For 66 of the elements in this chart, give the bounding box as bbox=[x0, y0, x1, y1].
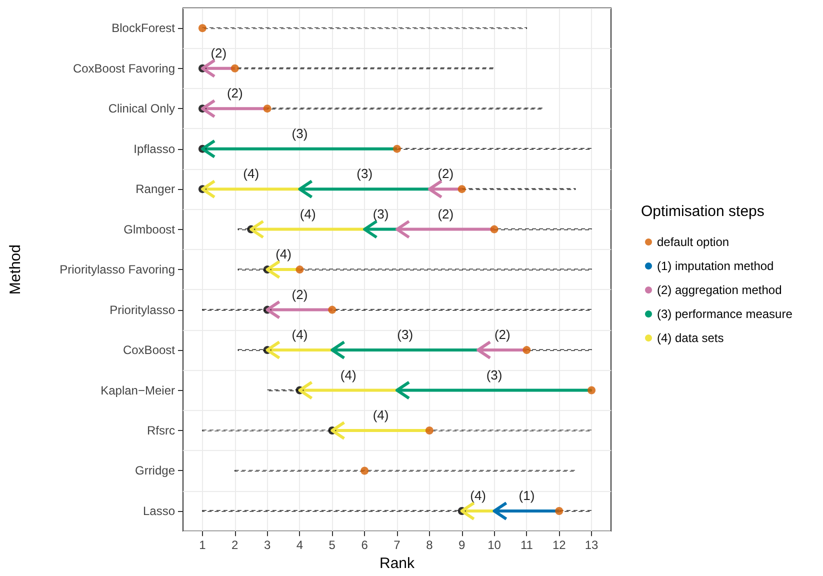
y-tick-label: Ranger bbox=[136, 182, 175, 196]
annotation: (3) bbox=[486, 367, 502, 382]
point bbox=[490, 225, 498, 234]
x-tick-label: 12 bbox=[552, 538, 566, 552]
y-tick-label: CoxBoost bbox=[122, 343, 176, 358]
y-tick-label: BlockForest bbox=[112, 21, 176, 36]
annotation: (2) bbox=[438, 206, 454, 222]
y-tick-label: Prioritylasso Favoring bbox=[60, 262, 175, 277]
point bbox=[296, 266, 304, 274]
annotation: (3) bbox=[397, 327, 414, 342]
annotation: (4) bbox=[292, 327, 308, 342]
point bbox=[522, 346, 531, 354]
x-tick-label: 9 bbox=[458, 538, 466, 552]
point bbox=[393, 144, 401, 153]
y-tick-label: Clinical Only bbox=[108, 102, 175, 116]
y-tick-label: Ipflasso bbox=[134, 142, 176, 156]
point bbox=[328, 306, 336, 314]
y-tick-label: Glmboost bbox=[124, 222, 176, 236]
x-tick-label: 5 bbox=[328, 538, 336, 552]
point bbox=[425, 426, 434, 434]
annotation: (3) bbox=[356, 166, 373, 182]
point bbox=[588, 386, 596, 394]
annotation: (2) bbox=[226, 86, 243, 101]
point bbox=[360, 466, 369, 475]
annotation: (4) bbox=[340, 367, 356, 382]
y-tick-label: CoxBoost Favoring bbox=[72, 61, 175, 76]
annotation: (2) bbox=[438, 166, 454, 182]
y-tick-label: Kaplan−Meier bbox=[100, 383, 175, 398]
annotation: (4) bbox=[470, 488, 486, 503]
x-tick-label: 8 bbox=[426, 538, 434, 552]
y-tick-label: Rfsrc bbox=[147, 424, 175, 438]
legend-label: (2) aggregation method bbox=[657, 283, 782, 297]
point bbox=[198, 24, 206, 32]
x-tick-label: 10 bbox=[488, 538, 502, 552]
x-axis-title: Rank bbox=[379, 555, 415, 572]
annotation: (3) bbox=[292, 126, 308, 141]
x-tick-label: 13 bbox=[584, 538, 599, 552]
annotation: (4) bbox=[300, 206, 316, 222]
annotation: (3) bbox=[372, 206, 389, 222]
y-tick-label: Lasso bbox=[142, 504, 176, 518]
x-tick-label: 2 bbox=[232, 538, 239, 552]
x-tick-label: 7 bbox=[394, 538, 401, 552]
annotation: (2) bbox=[210, 45, 227, 60]
x-tick-label: 1 bbox=[199, 538, 206, 552]
point bbox=[458, 185, 466, 194]
annotation: (4) bbox=[243, 166, 260, 182]
annotation: (4) bbox=[276, 246, 292, 262]
legend-label: (1) imputation method bbox=[657, 259, 774, 273]
point bbox=[555, 506, 564, 515]
annotation: (1) bbox=[518, 488, 535, 503]
legend-label: default option bbox=[657, 235, 730, 249]
legend-label: (3) performance measure bbox=[657, 307, 793, 321]
point bbox=[230, 64, 239, 72]
y-axis-title: Method bbox=[7, 244, 24, 295]
x-tick-label: 4 bbox=[296, 538, 304, 552]
annotation: (4) bbox=[372, 408, 389, 423]
x-tick-label: 11 bbox=[520, 538, 534, 552]
y-tick-label: Grridge bbox=[134, 464, 176, 478]
x-tick-label: 3 bbox=[264, 538, 271, 552]
annotation: (2) bbox=[292, 286, 308, 302]
legend-title: Optimisation steps bbox=[641, 203, 764, 220]
annotation: (2) bbox=[494, 327, 510, 342]
legend-label: (4) data sets bbox=[657, 331, 724, 345]
point bbox=[263, 104, 272, 113]
x-tick-label: 6 bbox=[361, 538, 368, 552]
y-tick-label: Prioritylasso bbox=[110, 302, 176, 317]
